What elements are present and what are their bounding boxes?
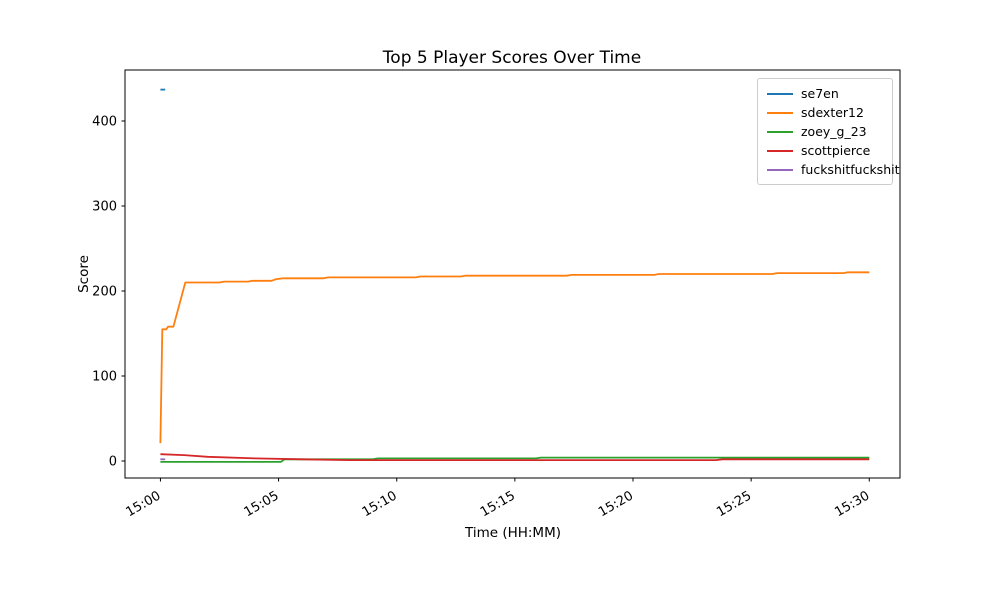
legend-swatch-fuckshitfuckshit: [767, 168, 793, 171]
y-axis-label: Score: [76, 255, 92, 293]
y-tick-label: 300: [92, 200, 117, 215]
legend-item-zoey_g_23: zoey_g_23: [767, 122, 884, 141]
series-line-zoey_g_23: [160, 456, 870, 463]
legend-label: se7en: [801, 86, 839, 101]
x-tick-label: 15:20: [596, 488, 636, 520]
legend-item-sdexter12: sdexter12: [767, 103, 884, 122]
legend-item-fuckshitfuckshit: fuckshitfuckshit: [767, 160, 900, 179]
x-axis-label: Time (HH:MM): [464, 525, 561, 541]
legend-label: scottpierce: [801, 143, 871, 158]
legend-swatch-zoey_g_23: [767, 130, 793, 133]
series-line-scottpierce: [160, 453, 870, 462]
chart-title: Top 5 Player Scores Over Time: [382, 48, 641, 68]
legend: se7en sdexter12 zoey_g_23 scottpierce fucksh…: [757, 78, 900, 185]
y-tick-label: 100: [92, 370, 117, 385]
legend-item-scottpierce: scottpierce: [767, 141, 884, 160]
x-tick-label: 15:00: [123, 488, 163, 520]
legend-label: fuckshitfuckshit: [801, 162, 900, 177]
x-tick-label: 15:25: [714, 488, 754, 520]
legend-swatch-scottpierce: [767, 149, 793, 152]
series-line-sdexter12: [159, 271, 870, 444]
legend-item-se7en: se7en: [767, 84, 884, 103]
x-tick-label: 15:15: [478, 488, 518, 520]
legend-swatch-sdexter12: [767, 111, 793, 114]
x-tick-label: 15:05: [242, 488, 282, 520]
legend-label: sdexter12: [801, 105, 864, 120]
y-tick-label: 400: [92, 115, 117, 130]
y-tick-label: 200: [92, 285, 117, 300]
y-tick-label: 0: [109, 455, 117, 470]
axes-border: [124, 69, 901, 479]
x-tick-label: 15:30: [832, 488, 872, 520]
legend-swatch-se7en: [767, 92, 793, 95]
series-group: [159, 88, 870, 463]
x-tick-label: 15:10: [360, 488, 400, 520]
legend-label: zoey_g_23: [801, 124, 867, 139]
